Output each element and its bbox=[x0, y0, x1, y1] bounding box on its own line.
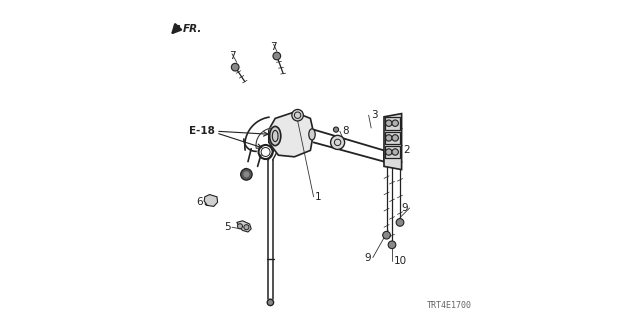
Text: FR.: FR. bbox=[183, 24, 202, 34]
Text: 7: 7 bbox=[228, 51, 236, 61]
Text: 9: 9 bbox=[365, 252, 371, 263]
Circle shape bbox=[385, 149, 392, 155]
Circle shape bbox=[331, 135, 345, 149]
Text: 10: 10 bbox=[394, 256, 407, 266]
Text: 5: 5 bbox=[224, 222, 230, 232]
Circle shape bbox=[396, 219, 404, 226]
Text: 6: 6 bbox=[196, 196, 204, 207]
Circle shape bbox=[383, 231, 390, 239]
Polygon shape bbox=[237, 221, 251, 232]
Text: 2: 2 bbox=[403, 145, 410, 156]
Circle shape bbox=[392, 120, 398, 126]
Polygon shape bbox=[204, 195, 218, 206]
Text: 3: 3 bbox=[371, 110, 378, 120]
Text: 7: 7 bbox=[270, 42, 277, 52]
Text: 8: 8 bbox=[342, 126, 349, 136]
Circle shape bbox=[392, 135, 398, 141]
Circle shape bbox=[237, 224, 243, 229]
Ellipse shape bbox=[309, 129, 315, 140]
Text: TRT4E1700: TRT4E1700 bbox=[427, 301, 472, 310]
Text: E-18: E-18 bbox=[189, 126, 214, 136]
Circle shape bbox=[385, 135, 392, 141]
Text: 1: 1 bbox=[315, 192, 322, 202]
Circle shape bbox=[241, 169, 252, 180]
Circle shape bbox=[333, 127, 339, 132]
Polygon shape bbox=[384, 114, 402, 170]
Text: 4: 4 bbox=[240, 168, 246, 178]
Circle shape bbox=[392, 149, 398, 155]
Circle shape bbox=[385, 120, 392, 126]
Polygon shape bbox=[385, 146, 400, 158]
Circle shape bbox=[273, 52, 280, 60]
Circle shape bbox=[268, 299, 274, 306]
Circle shape bbox=[244, 172, 249, 177]
Circle shape bbox=[244, 225, 249, 230]
Ellipse shape bbox=[269, 126, 281, 146]
Text: 9: 9 bbox=[401, 203, 408, 213]
Circle shape bbox=[292, 109, 303, 121]
Polygon shape bbox=[385, 132, 400, 144]
Circle shape bbox=[232, 63, 239, 71]
Circle shape bbox=[388, 241, 396, 249]
Polygon shape bbox=[385, 117, 400, 130]
Polygon shape bbox=[269, 112, 314, 157]
